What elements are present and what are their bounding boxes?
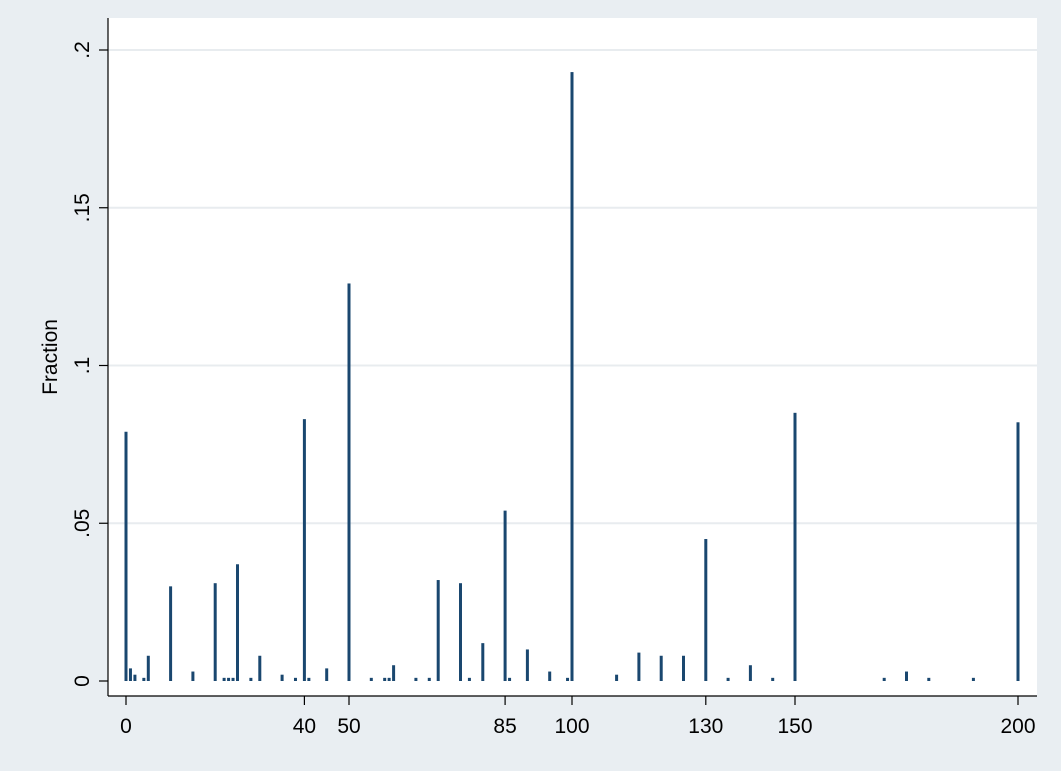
bar xyxy=(748,665,752,681)
x-tick-label: 40 xyxy=(293,715,316,738)
bar xyxy=(293,677,297,681)
x-tick-label: 100 xyxy=(554,715,589,738)
bar xyxy=(213,583,217,681)
bar xyxy=(615,674,619,681)
bar xyxy=(971,677,975,681)
x-tick-label: 200 xyxy=(1000,715,1035,738)
bar xyxy=(704,539,708,681)
bar xyxy=(481,643,485,681)
bar xyxy=(249,677,253,681)
bar xyxy=(548,671,552,681)
bar xyxy=(133,674,137,681)
bar xyxy=(302,419,306,681)
bar xyxy=(659,655,663,681)
bar xyxy=(1016,422,1020,681)
bar xyxy=(467,677,471,681)
bar xyxy=(427,677,431,681)
bar xyxy=(905,671,908,681)
bar xyxy=(258,655,262,681)
bar xyxy=(222,677,226,681)
x-tick-label: 0 xyxy=(120,715,132,738)
tick-labels: 0 40 50 85 100 130 150 200 0 .05 .1 .15 .2 xyxy=(71,41,1036,738)
bar xyxy=(392,665,396,681)
y-axis-title: Fraction xyxy=(39,319,62,395)
bar xyxy=(682,655,685,681)
bar xyxy=(227,677,231,681)
bar xyxy=(726,677,730,681)
bar xyxy=(383,677,387,681)
bar xyxy=(793,412,797,681)
y-tick-label: .2 xyxy=(71,41,94,59)
bar xyxy=(570,72,574,681)
bar xyxy=(637,652,641,681)
bar xyxy=(128,668,132,681)
bar xyxy=(882,677,886,681)
bar xyxy=(280,674,284,681)
bar xyxy=(307,677,311,681)
bar xyxy=(191,671,195,681)
bars xyxy=(124,72,1020,681)
bar xyxy=(566,677,570,681)
x-tick-label: 50 xyxy=(337,715,360,738)
x-tick-label: 150 xyxy=(777,715,812,738)
bar xyxy=(414,677,418,681)
bar xyxy=(231,677,235,681)
axes xyxy=(99,18,1037,705)
bar xyxy=(436,580,440,681)
bar xyxy=(525,649,529,681)
bar xyxy=(508,677,512,681)
bar xyxy=(142,677,146,681)
bar xyxy=(236,564,239,681)
bar xyxy=(369,677,373,681)
y-tick-label: .1 xyxy=(71,357,94,375)
bar xyxy=(146,655,150,681)
y-tick-label: .05 xyxy=(71,509,94,538)
bar xyxy=(347,283,351,681)
y-tick-label: .15 xyxy=(71,193,94,222)
y-tick-label: 0 xyxy=(71,675,94,687)
bar xyxy=(771,677,775,681)
bar xyxy=(387,677,391,681)
x-tick-label: 130 xyxy=(688,715,723,738)
bar xyxy=(503,510,507,681)
bar xyxy=(325,668,329,681)
x-tick-label: 85 xyxy=(493,715,516,738)
bar xyxy=(927,677,931,681)
bar xyxy=(169,586,173,681)
bar xyxy=(124,431,128,681)
bar xyxy=(459,583,462,681)
